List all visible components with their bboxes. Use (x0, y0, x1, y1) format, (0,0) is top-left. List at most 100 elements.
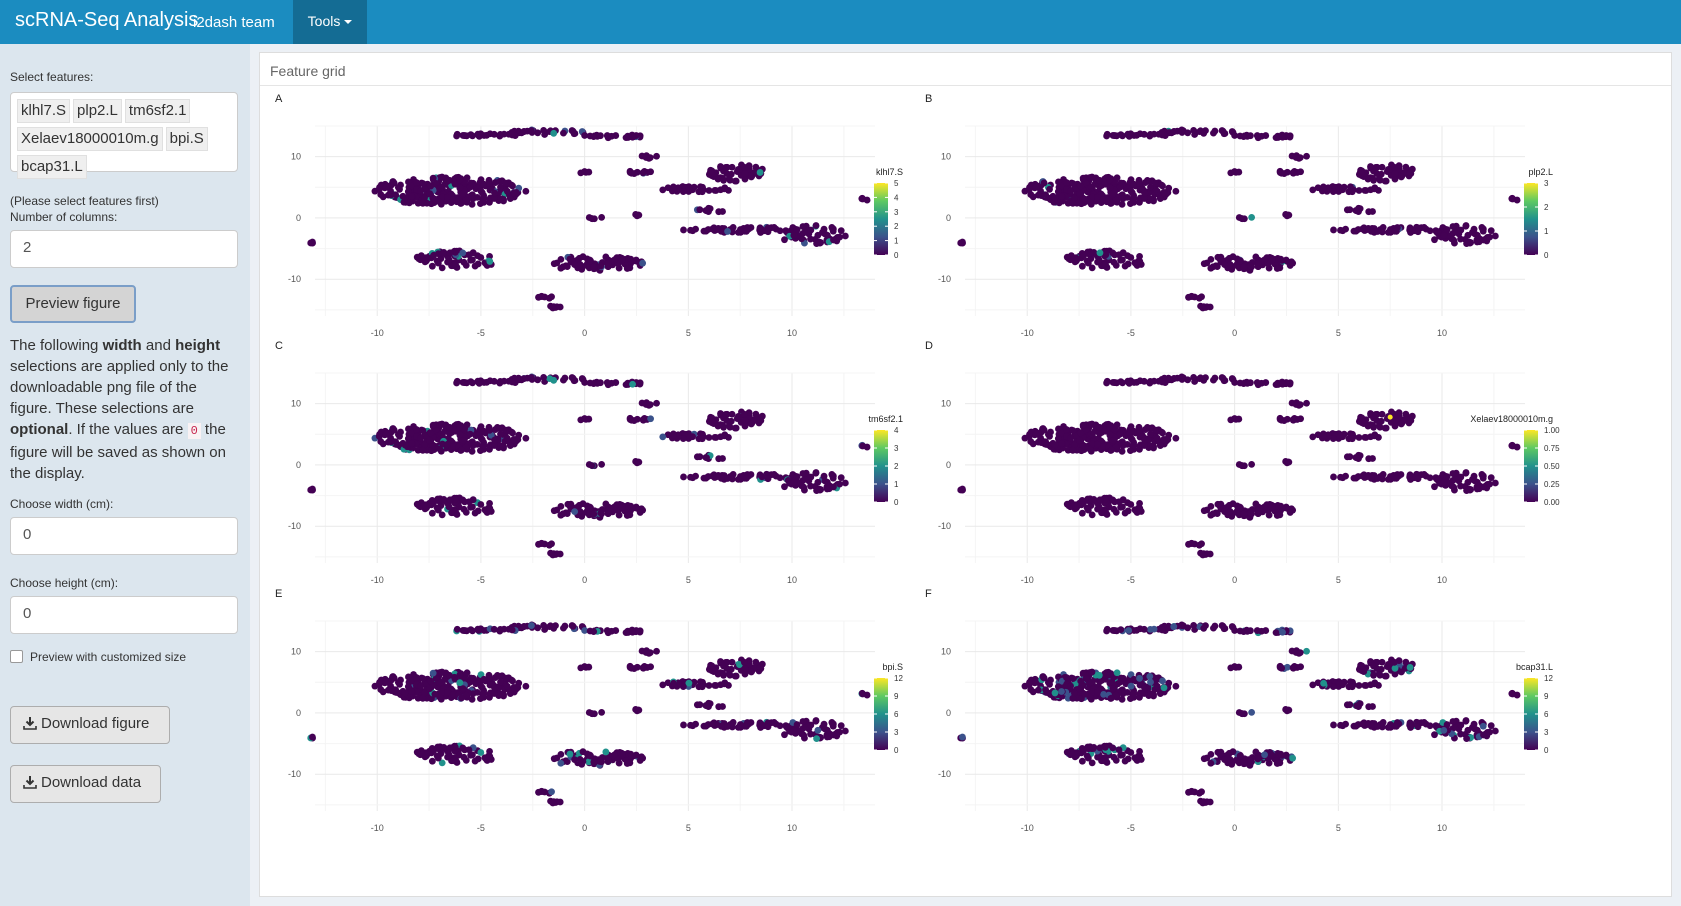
cell-point (471, 509, 479, 517)
cell-point (1240, 758, 1248, 766)
cell-point (434, 754, 442, 762)
cell-point (1040, 426, 1048, 434)
x-tick-label: 5 (686, 575, 691, 585)
panel-label: F (925, 588, 932, 600)
legend-colorbar (1524, 678, 1538, 750)
cell-point (1248, 213, 1256, 221)
cell-point (1136, 505, 1144, 512)
cell-point (1072, 502, 1080, 510)
cell-point (1127, 682, 1135, 690)
cell-point (1353, 454, 1360, 462)
cell-point (453, 625, 461, 633)
cell-point (426, 685, 434, 692)
x-tick-label: -10 (371, 575, 384, 585)
cell-point (1101, 756, 1109, 764)
cell-point (680, 226, 687, 234)
cell-point (1289, 169, 1297, 177)
cell-point (458, 446, 465, 454)
cell-point (1392, 227, 1400, 235)
cell-point (444, 440, 451, 448)
x-tick-label: 10 (787, 823, 797, 833)
cell-point (1471, 725, 1479, 733)
cell-point (1130, 180, 1138, 188)
download-figure-button[interactable]: Download figure (10, 706, 170, 744)
width-input[interactable]: 0 (10, 517, 238, 555)
cell-point (477, 447, 484, 455)
cell-point (1071, 441, 1078, 449)
cell-point (740, 163, 748, 171)
cell-point (628, 169, 636, 177)
cell-point (576, 755, 584, 763)
size-info-text: The following width and height selection… (10, 337, 229, 482)
cell-point (741, 664, 749, 672)
preview-figure-button[interactable]: Preview figure (10, 285, 136, 323)
cell-point (715, 703, 723, 711)
cell-point (1240, 133, 1248, 141)
cell-point (1130, 690, 1138, 698)
cell-point (473, 688, 481, 696)
cell-point (1431, 731, 1438, 739)
cell-point (1140, 377, 1148, 385)
cell-point (1431, 483, 1438, 491)
feature-tag[interactable]: plp2.L (73, 99, 122, 123)
cell-point (1141, 436, 1149, 444)
cell-point (812, 222, 820, 229)
tools-dropdown[interactable]: Tools (293, 0, 367, 44)
download-data-button[interactable]: Download data (10, 765, 161, 803)
cell-point (1253, 132, 1261, 139)
cell-point (814, 726, 822, 734)
cell-point (1229, 500, 1237, 508)
cell-point (1392, 474, 1400, 482)
legend-tick-label: 0.25 (1544, 480, 1560, 489)
cell-point (451, 743, 459, 751)
cell-point (1118, 751, 1126, 759)
cell-point (480, 442, 488, 450)
cell-point (477, 200, 484, 208)
columns-label: Number of columns: (10, 210, 118, 224)
cell-point (534, 624, 542, 632)
custom-size-checkbox[interactable] (10, 650, 23, 663)
feature-tag[interactable]: klhl7.S (17, 99, 71, 123)
cell-point (602, 748, 610, 756)
x-tick-label: -5 (1127, 823, 1135, 833)
feature-tag[interactable]: bpi.S (165, 127, 208, 151)
app-brand[interactable]: scRNA-Seq Analysis (15, 9, 199, 31)
y-tick-label: -10 (938, 521, 951, 531)
cell-point (1261, 751, 1268, 759)
cell-point (740, 658, 748, 666)
height-input[interactable]: 0 (10, 596, 238, 634)
cell-point (1365, 208, 1373, 216)
cell-point (569, 127, 577, 135)
cell-point (959, 238, 966, 246)
panel-label: D (925, 340, 933, 352)
cell-point (571, 261, 579, 269)
cell-point (590, 628, 598, 636)
cell-point (1147, 430, 1154, 438)
cell-point (480, 675, 488, 683)
cell-point (741, 175, 749, 183)
cell-point (1397, 173, 1405, 181)
cell-point (1402, 163, 1410, 171)
cell-point (490, 690, 498, 697)
features-select[interactable]: klhl7.S plp2.L tm6sf2.1 Xelaev18000010m.g b… (10, 92, 238, 179)
cell-point (1095, 423, 1103, 431)
cell-point (756, 169, 764, 176)
cell-point (497, 442, 505, 450)
cell-point (702, 722, 710, 730)
cell-point (535, 788, 542, 796)
legend-tick-label: 4 (894, 193, 899, 202)
cell-point (687, 721, 694, 729)
cell-point (1079, 669, 1087, 677)
feature-tag[interactable]: tm6sf2.1 (124, 99, 191, 123)
umap-points (307, 621, 871, 807)
cell-point (1381, 177, 1389, 185)
columns-input[interactable]: 2 (10, 230, 238, 268)
cell-point (500, 130, 508, 138)
cell-point (1381, 424, 1389, 432)
cell-point (1370, 432, 1378, 440)
feature-tag[interactable]: bcap31.L (17, 155, 87, 179)
cell-point (384, 191, 392, 199)
feature-tag[interactable]: Xelaev18000010m.g (17, 127, 163, 151)
cell-point (413, 426, 420, 433)
legend-tick-label: 3 (1544, 179, 1549, 188)
